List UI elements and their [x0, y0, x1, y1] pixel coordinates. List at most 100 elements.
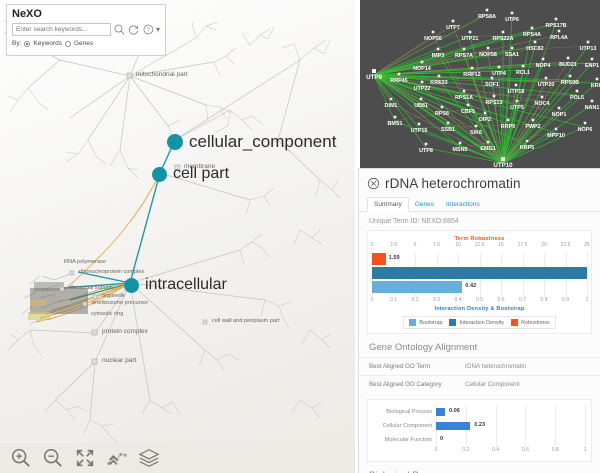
svg-text:UTP13: UTP13 [580, 46, 597, 52]
axis-tick: 0.6 [521, 447, 529, 453]
go-bar-value: 0.06 [448, 408, 460, 414]
radio-keywords[interactable] [24, 40, 31, 47]
svg-text:RPS9B: RPS9B [561, 80, 579, 86]
tree-node-ribosomal-subunit[interactable]: ribosomal subunit [66, 285, 113, 291]
legend-item-robustness[interactable]: Robustness [511, 319, 550, 326]
axis-tick: 15 [498, 242, 504, 248]
svg-text:EMG1: EMG1 [480, 146, 495, 152]
zoom-out-icon[interactable] [42, 447, 64, 469]
tab-summary[interactable]: Summary [367, 197, 409, 212]
tree-node-cytosolic-ring[interactable]: cytosolic ring [88, 311, 123, 317]
tree-node-mitochondrial-part[interactable]: mitochondrial part [133, 71, 188, 78]
search-icon[interactable] [113, 23, 126, 36]
fit-screen-icon[interactable] [74, 447, 96, 469]
bar-robustness [372, 253, 386, 265]
go-axis-ticks: 0 0.2 0.4 0.6 0.8 1 [435, 447, 587, 456]
bar-row-density[interactable] [372, 267, 587, 279]
svg-text:UTP10: UTP10 [493, 162, 513, 168]
radio-genes[interactable] [64, 40, 71, 47]
ontology-tree-graph[interactable] [0, 0, 355, 473]
axis-tick: 0 [370, 297, 374, 303]
node-label: RNA polymerase [64, 259, 106, 265]
svg-text:NOP4: NOP4 [536, 63, 551, 69]
svg-text:MSN5: MSN5 [453, 147, 468, 153]
svg-text:UTP6: UTP6 [505, 17, 519, 23]
node-label: ribonucleoprotein complex [79, 269, 145, 275]
tree-node-organelle[interactable]: organelle [99, 293, 125, 299]
svg-text:SSA1: SSA1 [505, 52, 519, 58]
robustness-plot: 1.59 0.42 [372, 253, 588, 297]
tree-node-intracellular[interactable]: intracellular [124, 276, 227, 294]
svg-text:BMS1: BMS1 [388, 121, 403, 127]
tree-node-cell-part[interactable]: cell part [152, 165, 229, 183]
gridline [495, 433, 497, 447]
axis-tick: 0.4 [492, 447, 500, 453]
tree-node-cell-wall-periplasm[interactable]: cell wall and periplasm part [209, 318, 279, 324]
search-row: ? ▾ [12, 23, 160, 36]
detail-header: rDNA heterochromatin [359, 169, 600, 195]
section-title-biological-process: Biological Process [359, 462, 600, 473]
svg-text:NOC4: NOC4 [535, 101, 550, 107]
tree-node-nuclear-part[interactable]: nuclear part [99, 357, 136, 364]
node-label: ribosomal subunit [69, 285, 113, 291]
close-icon[interactable] [367, 177, 380, 190]
tree-node-rnp-complex[interactable]: ribonucleoprotein complex [76, 269, 144, 275]
layers-icon[interactable] [138, 447, 160, 469]
gene-network-graph[interactable]: UTP9 UTP7 RPS8A UTP6 RPS17B NOP56 UTP21 RPS22A R… [360, 0, 600, 168]
tab-interactions[interactable]: Interactions [445, 201, 480, 208]
refresh-icon[interactable] [127, 23, 140, 36]
node-dot [124, 277, 139, 293]
radio-genes-label: Genes [73, 40, 94, 47]
axis-tick: 0.1 [390, 297, 397, 303]
search-input[interactable] [12, 23, 111, 36]
legend-item-interaction-density[interactable]: Interaction Density [449, 319, 504, 326]
collapse-icon[interactable] [106, 447, 128, 469]
gridline [525, 419, 527, 433]
go-row-cellular-component[interactable]: Cellular Component 0.23 [374, 419, 586, 433]
tree-node-membrane[interactable]: membrane [181, 163, 215, 170]
tab-genes[interactable]: Genes [414, 201, 434, 208]
svg-text:UTP4: UTP4 [492, 71, 506, 77]
svg-text:RRP12: RRP12 [463, 72, 480, 78]
zoom-in-icon[interactable] [10, 447, 32, 469]
filter-label: By: [12, 40, 22, 47]
help-icon[interactable]: ? [142, 23, 155, 36]
legend-swatch [449, 319, 457, 326]
gridline [525, 405, 527, 419]
tree-node-preribosome[interactable]: preribosome precursor [89, 300, 148, 306]
go-track: 0 [436, 433, 586, 447]
axis-tick: 0.3 [433, 297, 440, 303]
axis-tick: 0.5 [476, 297, 483, 303]
svg-text:UTP5: UTP5 [510, 105, 524, 111]
gridline [525, 433, 527, 447]
chevron-down-icon[interactable]: ▾ [155, 25, 160, 34]
svg-text:RCL1: RCL1 [516, 70, 530, 76]
axis-tick: 20 [541, 242, 547, 248]
gridline [495, 405, 497, 419]
tree-node-rna-polymerase[interactable]: RNA polymerase [61, 259, 106, 265]
ontology-tree-view[interactable]: NeXO ? ▾ By: Keywo [0, 0, 355, 473]
svg-text:?: ? [147, 28, 150, 34]
gridline [585, 405, 586, 419]
svg-text:UTP20: UTP20 [538, 82, 555, 88]
bar-row-robustness[interactable]: 1.59 [372, 253, 587, 265]
go-row-molecular-function[interactable]: Molecular Function 0 [374, 433, 586, 447]
tree-node-protein-complex[interactable]: protein complex [99, 328, 148, 335]
gene-interaction-network[interactable]: UTP9 UTP7 RPS8A UTP6 RPS17B NOP56 UTP21 RPS22A R… [360, 0, 600, 168]
tree-node-cellular-component[interactable]: cellular_component [167, 132, 336, 152]
bar-row-bootstrap[interactable]: 0.42 [372, 281, 587, 293]
kv-key: Best Aligned GO Category [369, 381, 442, 388]
kv-value: rDNA heterochromatin [465, 363, 527, 370]
axis-tick: 2.5 [390, 242, 397, 248]
gridline [585, 433, 586, 447]
search-panel[interactable]: NeXO ? ▾ By: Keywo [6, 4, 166, 56]
svg-text:RPS6: RPS6 [435, 111, 449, 117]
legend-item-bootstrap[interactable]: Bootstrap [409, 319, 442, 326]
bar-bootstrap [372, 281, 463, 293]
go-row-biological-process[interactable]: Biological Process 0.06 [374, 405, 586, 419]
svg-text:KRI1: KRI1 [591, 83, 600, 89]
node-dot [152, 166, 167, 182]
filter-row: By: Keywords Genes [12, 40, 160, 47]
svg-text:UTP22: UTP22 [414, 86, 431, 92]
